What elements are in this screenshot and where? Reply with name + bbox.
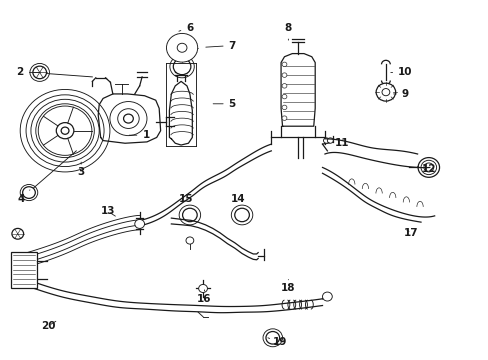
Text: 20: 20	[41, 321, 56, 331]
Circle shape	[282, 73, 286, 77]
Text: 5: 5	[213, 99, 235, 109]
Circle shape	[31, 99, 99, 162]
Text: 7: 7	[205, 41, 236, 50]
Circle shape	[323, 138, 329, 143]
Circle shape	[375, 83, 395, 101]
Circle shape	[185, 237, 193, 244]
Circle shape	[282, 94, 286, 99]
Circle shape	[265, 332, 279, 344]
Circle shape	[198, 284, 207, 293]
Text: 14: 14	[230, 194, 245, 210]
Text: 15: 15	[179, 194, 193, 210]
Text: 6: 6	[179, 23, 193, 33]
Circle shape	[33, 66, 46, 79]
Circle shape	[173, 59, 190, 75]
Text: 13: 13	[101, 206, 115, 216]
Polygon shape	[169, 81, 192, 145]
Text: 10: 10	[390, 67, 412, 77]
Circle shape	[170, 37, 193, 59]
Circle shape	[135, 220, 144, 228]
Polygon shape	[281, 54, 315, 126]
Polygon shape	[98, 94, 160, 143]
Circle shape	[327, 138, 332, 143]
Text: 17: 17	[403, 228, 418, 238]
Circle shape	[381, 89, 389, 96]
Circle shape	[61, 127, 69, 134]
Circle shape	[177, 43, 186, 52]
Circle shape	[322, 292, 331, 301]
Circle shape	[56, 123, 74, 139]
Text: 19: 19	[267, 337, 286, 347]
Circle shape	[20, 89, 110, 172]
Text: 3: 3	[78, 162, 84, 177]
Circle shape	[182, 208, 197, 222]
Text: 9: 9	[393, 89, 408, 99]
Text: 16: 16	[197, 290, 211, 304]
Circle shape	[123, 114, 133, 123]
Text: 2: 2	[17, 67, 40, 77]
Circle shape	[166, 33, 197, 62]
Circle shape	[118, 109, 139, 129]
Text: 1: 1	[129, 130, 149, 140]
Circle shape	[282, 105, 286, 110]
Text: 18: 18	[281, 279, 295, 293]
Circle shape	[36, 104, 94, 158]
Text: 8: 8	[284, 23, 291, 40]
Text: 12: 12	[417, 164, 435, 174]
Circle shape	[26, 95, 104, 167]
Circle shape	[12, 228, 23, 239]
Circle shape	[282, 84, 286, 88]
Text: 4: 4	[18, 190, 30, 204]
Circle shape	[282, 62, 286, 67]
Bar	[11, 252, 37, 288]
Circle shape	[234, 208, 249, 222]
Circle shape	[38, 106, 92, 156]
Circle shape	[282, 116, 286, 120]
Text: 11: 11	[328, 138, 348, 148]
Circle shape	[22, 187, 35, 198]
Circle shape	[110, 102, 147, 136]
